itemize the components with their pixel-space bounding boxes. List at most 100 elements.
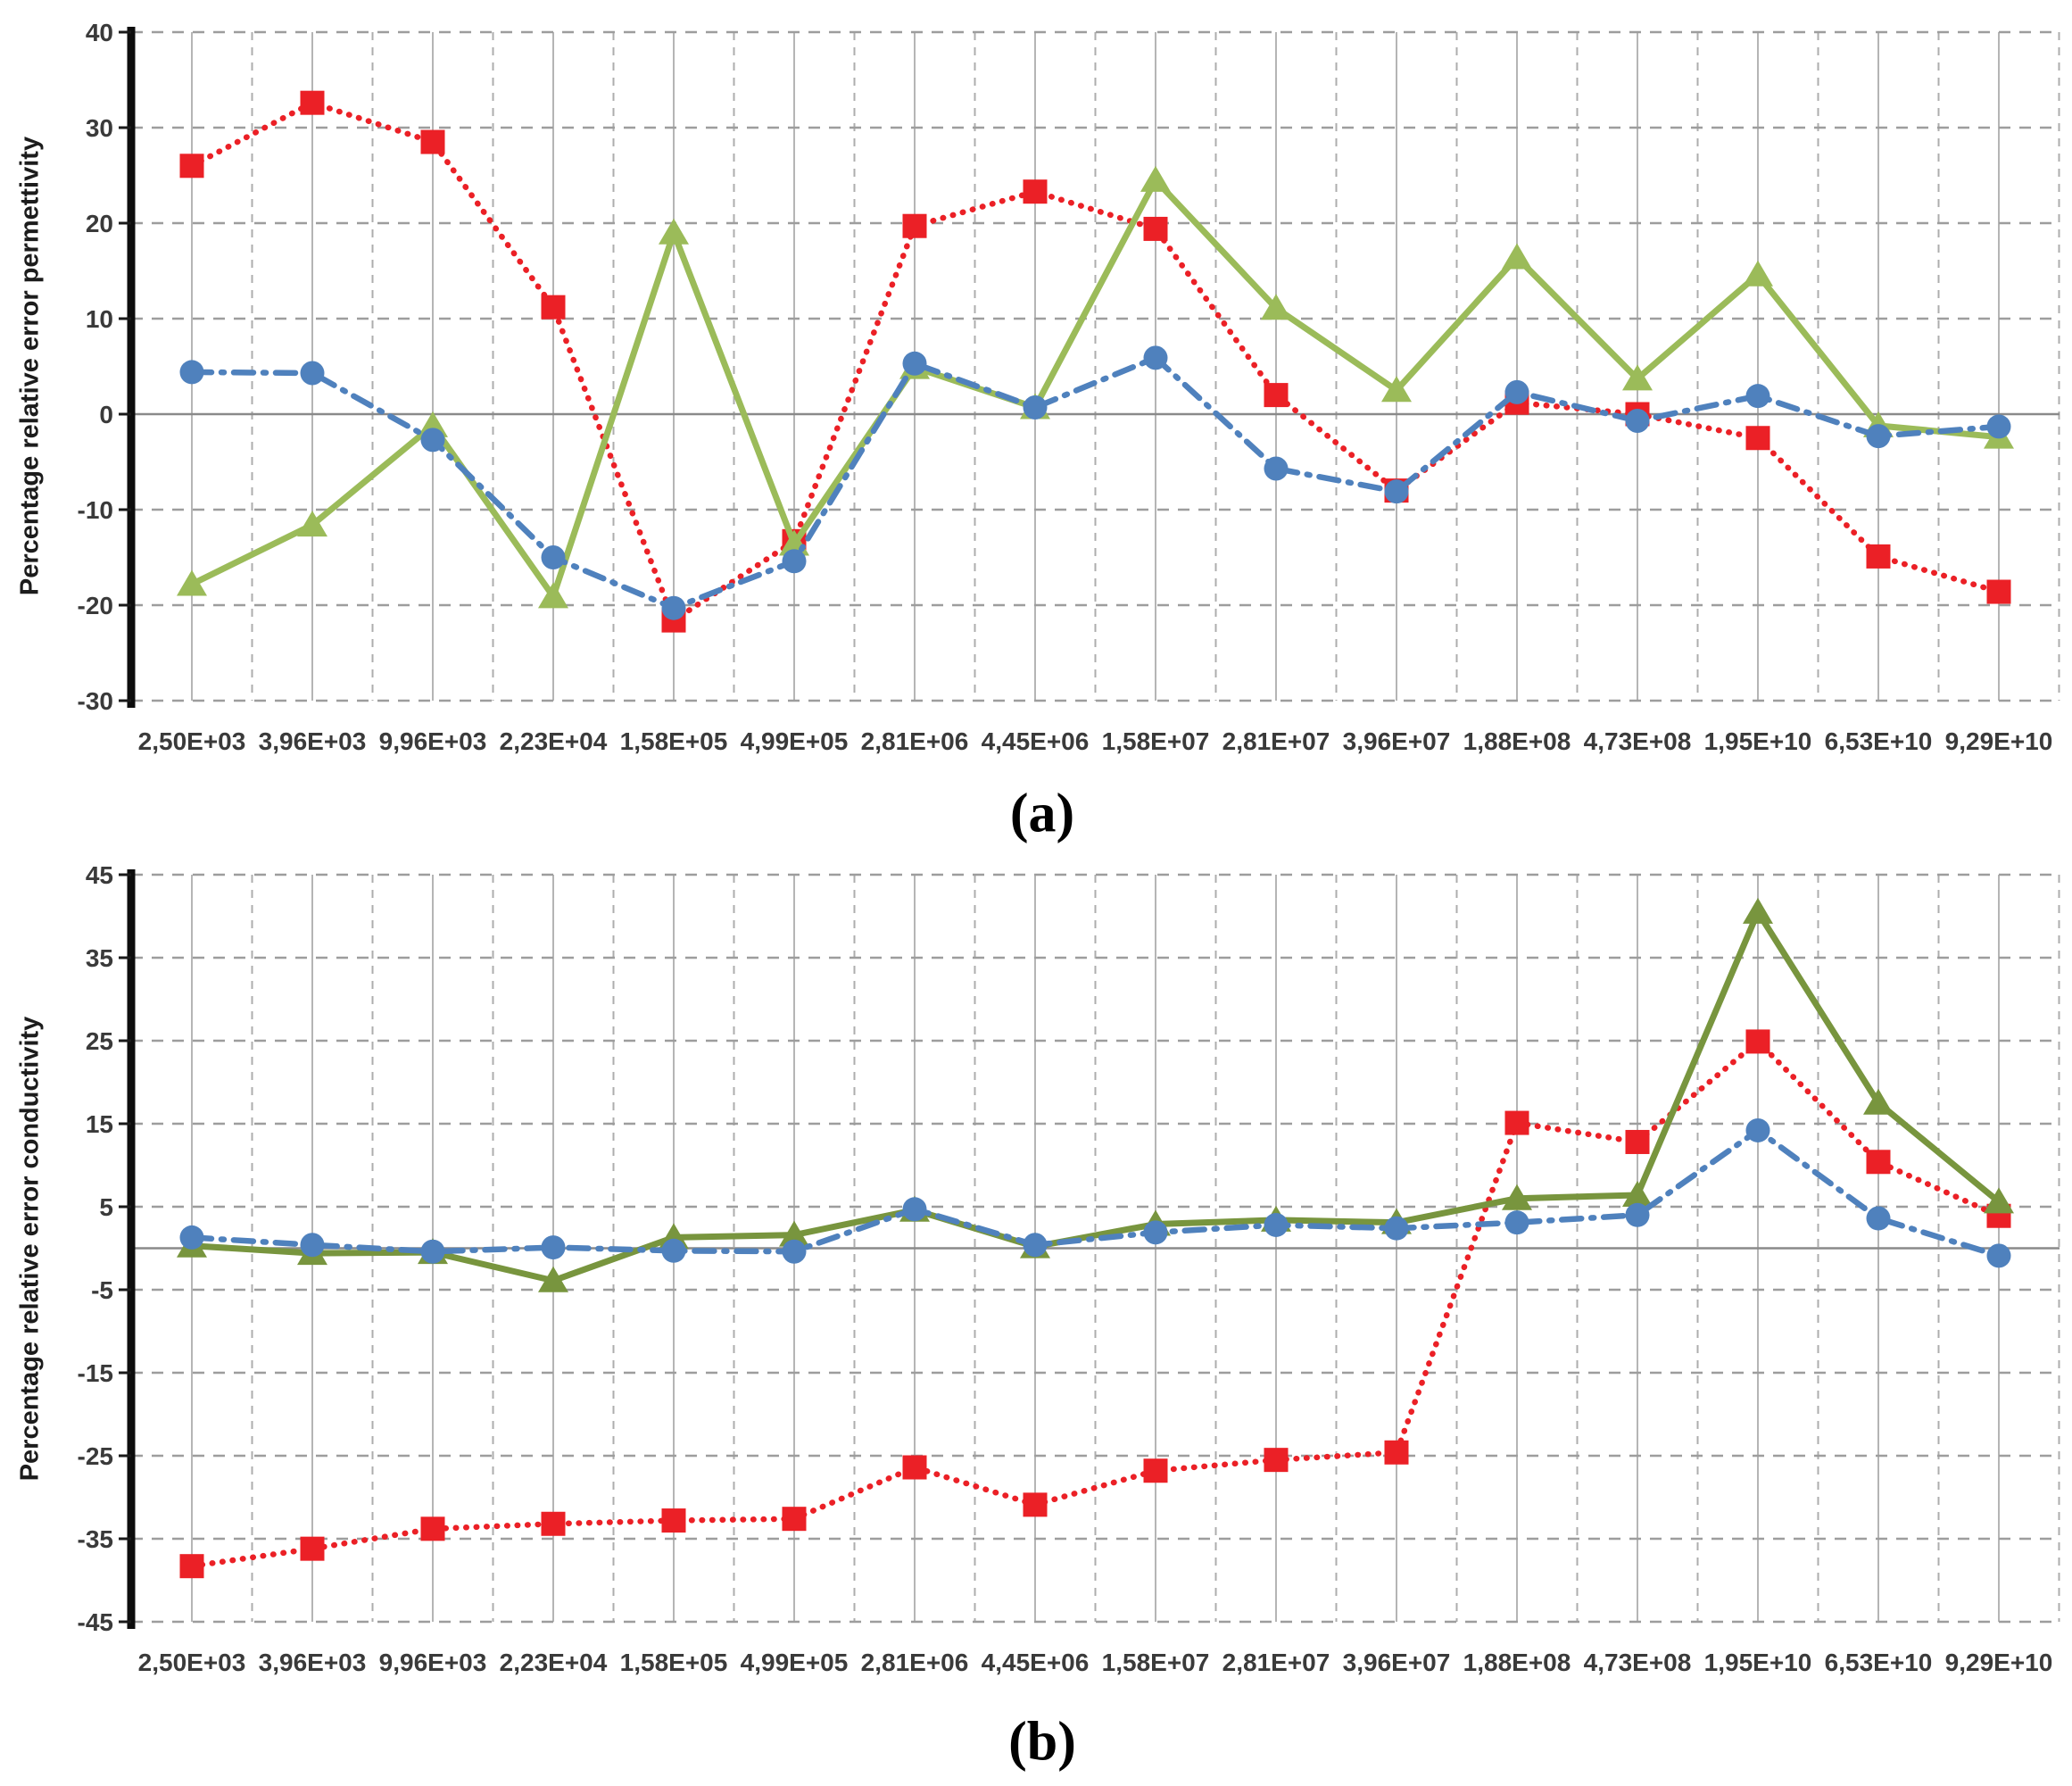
x-category-label: 1,58E+07 bbox=[1102, 1649, 1210, 1676]
marker-square bbox=[782, 1507, 807, 1532]
marker-square bbox=[1986, 579, 2011, 604]
horizontal-gridlines bbox=[131, 30, 2060, 702]
marker-circle bbox=[541, 545, 566, 569]
x-category-label: 3,96E+03 bbox=[259, 727, 367, 755]
y-tick-label: 15 bbox=[86, 1110, 113, 1138]
marker-square bbox=[1745, 1029, 1770, 1054]
x-category-label: 9,29E+10 bbox=[1945, 1649, 2053, 1676]
marker-square bbox=[300, 1536, 325, 1561]
marker-circle bbox=[1986, 1243, 2011, 1268]
chart-a-canvas: 40 30 20 10 0 -10 -20 -30 2,50E+03 3,96E+03 9,96E+… bbox=[78, 19, 2060, 755]
marker-triangle bbox=[1743, 260, 1773, 287]
marker-square bbox=[420, 1516, 445, 1541]
marker-square bbox=[1023, 1492, 1048, 1517]
marker-circle bbox=[179, 360, 204, 385]
series-line-red-dotted-squares bbox=[188, 99, 2002, 624]
marker-square bbox=[179, 154, 204, 179]
marker-square bbox=[1504, 1110, 1529, 1135]
chart-b-y-axis-title: Percentage relative error conductivity bbox=[15, 1016, 45, 1482]
marker-circle bbox=[541, 1235, 566, 1260]
marker-circle bbox=[1264, 456, 1289, 481]
y-tick-label: 5 bbox=[99, 1193, 113, 1221]
marker-circle bbox=[179, 1225, 204, 1250]
marker-square bbox=[1264, 1448, 1289, 1473]
y-tick-label: 45 bbox=[86, 861, 113, 889]
x-category-labels: 2,50E+03 3,96E+03 9,96E+03 2,23E+04 1,58E+05… bbox=[138, 1649, 2053, 1676]
marker-square bbox=[902, 213, 927, 238]
x-category-label: 1,95E+10 bbox=[1704, 727, 1812, 755]
marker-square bbox=[179, 1554, 204, 1579]
marker-square bbox=[661, 1508, 686, 1533]
marker-circle bbox=[420, 428, 445, 453]
marker-circle bbox=[1504, 379, 1529, 404]
x-category-label: 1,88E+08 bbox=[1463, 1649, 1571, 1676]
x-category-labels: 2,50E+03 3,96E+03 9,96E+03 2,23E+04 1,58E+05… bbox=[138, 727, 2053, 755]
y-tick-label: -45 bbox=[78, 1608, 113, 1636]
x-category-label: 1,88E+08 bbox=[1463, 727, 1571, 755]
series-line-blue-dashdot-circles bbox=[188, 1127, 2002, 1259]
x-category-label: 2,50E+03 bbox=[138, 1649, 246, 1676]
marker-circle bbox=[1023, 395, 1048, 420]
marker-square bbox=[420, 129, 445, 154]
chart-b-canvas: 45 35 25 15 5 -5 -15 -25 -35 -45 2,50E+03 3,96E+03 9… bbox=[78, 861, 2060, 1676]
marker-triangle bbox=[1622, 1180, 1653, 1207]
marker-circle bbox=[1384, 1216, 1409, 1241]
x-category-label: 2,81E+07 bbox=[1222, 1649, 1330, 1676]
marker-triangle bbox=[1863, 1088, 1894, 1115]
y-tick-label: 20 bbox=[86, 210, 113, 237]
marker-square bbox=[902, 1455, 927, 1480]
marker-triangle bbox=[297, 511, 327, 537]
marker-circle bbox=[1986, 414, 2011, 439]
marker-triangle bbox=[1984, 1187, 2014, 1214]
marker-triangle bbox=[659, 218, 689, 245]
marker-circle bbox=[1866, 424, 1891, 449]
y-tick-label: -5 bbox=[91, 1276, 113, 1304]
x-category-label: 3,96E+03 bbox=[259, 1649, 367, 1676]
marker-square bbox=[300, 90, 325, 115]
y-tick-label: 40 bbox=[86, 19, 113, 46]
x-category-label: 1,95E+10 bbox=[1704, 1649, 1812, 1676]
x-category-label: 1,58E+05 bbox=[620, 1649, 728, 1676]
marker-square bbox=[1866, 1150, 1891, 1175]
marker-circle bbox=[782, 549, 807, 574]
marker-square bbox=[1745, 426, 1770, 451]
series-blue-dashdot-circles bbox=[179, 1117, 2011, 1268]
x-category-label: 4,73E+08 bbox=[1584, 727, 1692, 755]
y-tick-label: 30 bbox=[86, 114, 113, 142]
series-line-green-solid-triangles bbox=[188, 177, 2002, 600]
vertical-gridlines bbox=[191, 32, 2060, 701]
x-category-label: 2,23E+04 bbox=[500, 1649, 608, 1676]
y-tick-label: -20 bbox=[78, 592, 113, 619]
marker-circle bbox=[300, 361, 325, 386]
x-category-label: 6,53E+10 bbox=[1825, 727, 1933, 755]
y-tick-label: 35 bbox=[86, 944, 113, 972]
series-line-blue-dashdot-circles bbox=[188, 354, 2002, 611]
marker-circle bbox=[1143, 345, 1168, 370]
marker-circle bbox=[1264, 1212, 1289, 1237]
y-axis: 45 35 25 15 5 -5 -15 -25 -35 -45 bbox=[78, 861, 136, 1636]
y-tick-label: -15 bbox=[78, 1359, 113, 1387]
x-category-label: 2,81E+07 bbox=[1222, 727, 1330, 755]
chart-a-y-axis-title: Percentage relative error permettivity bbox=[15, 136, 45, 596]
marker-circle bbox=[661, 595, 686, 620]
marker-circle bbox=[1384, 479, 1409, 504]
x-category-label: 1,58E+07 bbox=[1102, 727, 1210, 755]
marker-circle bbox=[1143, 1220, 1168, 1245]
chart-a-caption: (a) bbox=[1009, 783, 1075, 844]
marker-circle bbox=[1866, 1206, 1891, 1231]
x-category-label: 4,99E+05 bbox=[741, 1649, 849, 1676]
x-category-label: 3,96E+07 bbox=[1343, 727, 1451, 755]
marker-circle bbox=[1745, 384, 1770, 409]
x-category-label: 2,50E+03 bbox=[138, 727, 246, 755]
marker-square bbox=[1625, 1129, 1650, 1154]
y-tick-label: -35 bbox=[78, 1525, 113, 1553]
y-axis: 40 30 20 10 0 -10 -20 -30 bbox=[78, 19, 136, 715]
marker-circle bbox=[902, 1197, 927, 1222]
marker-triangle bbox=[1381, 376, 1412, 403]
marker-square bbox=[541, 295, 566, 320]
marker-square bbox=[1023, 179, 1048, 204]
x-category-label: 6,53E+10 bbox=[1825, 1649, 1933, 1676]
marker-triangle bbox=[1743, 897, 1773, 924]
marker-circle bbox=[1504, 1210, 1529, 1235]
y-tick-label: 10 bbox=[86, 305, 113, 333]
